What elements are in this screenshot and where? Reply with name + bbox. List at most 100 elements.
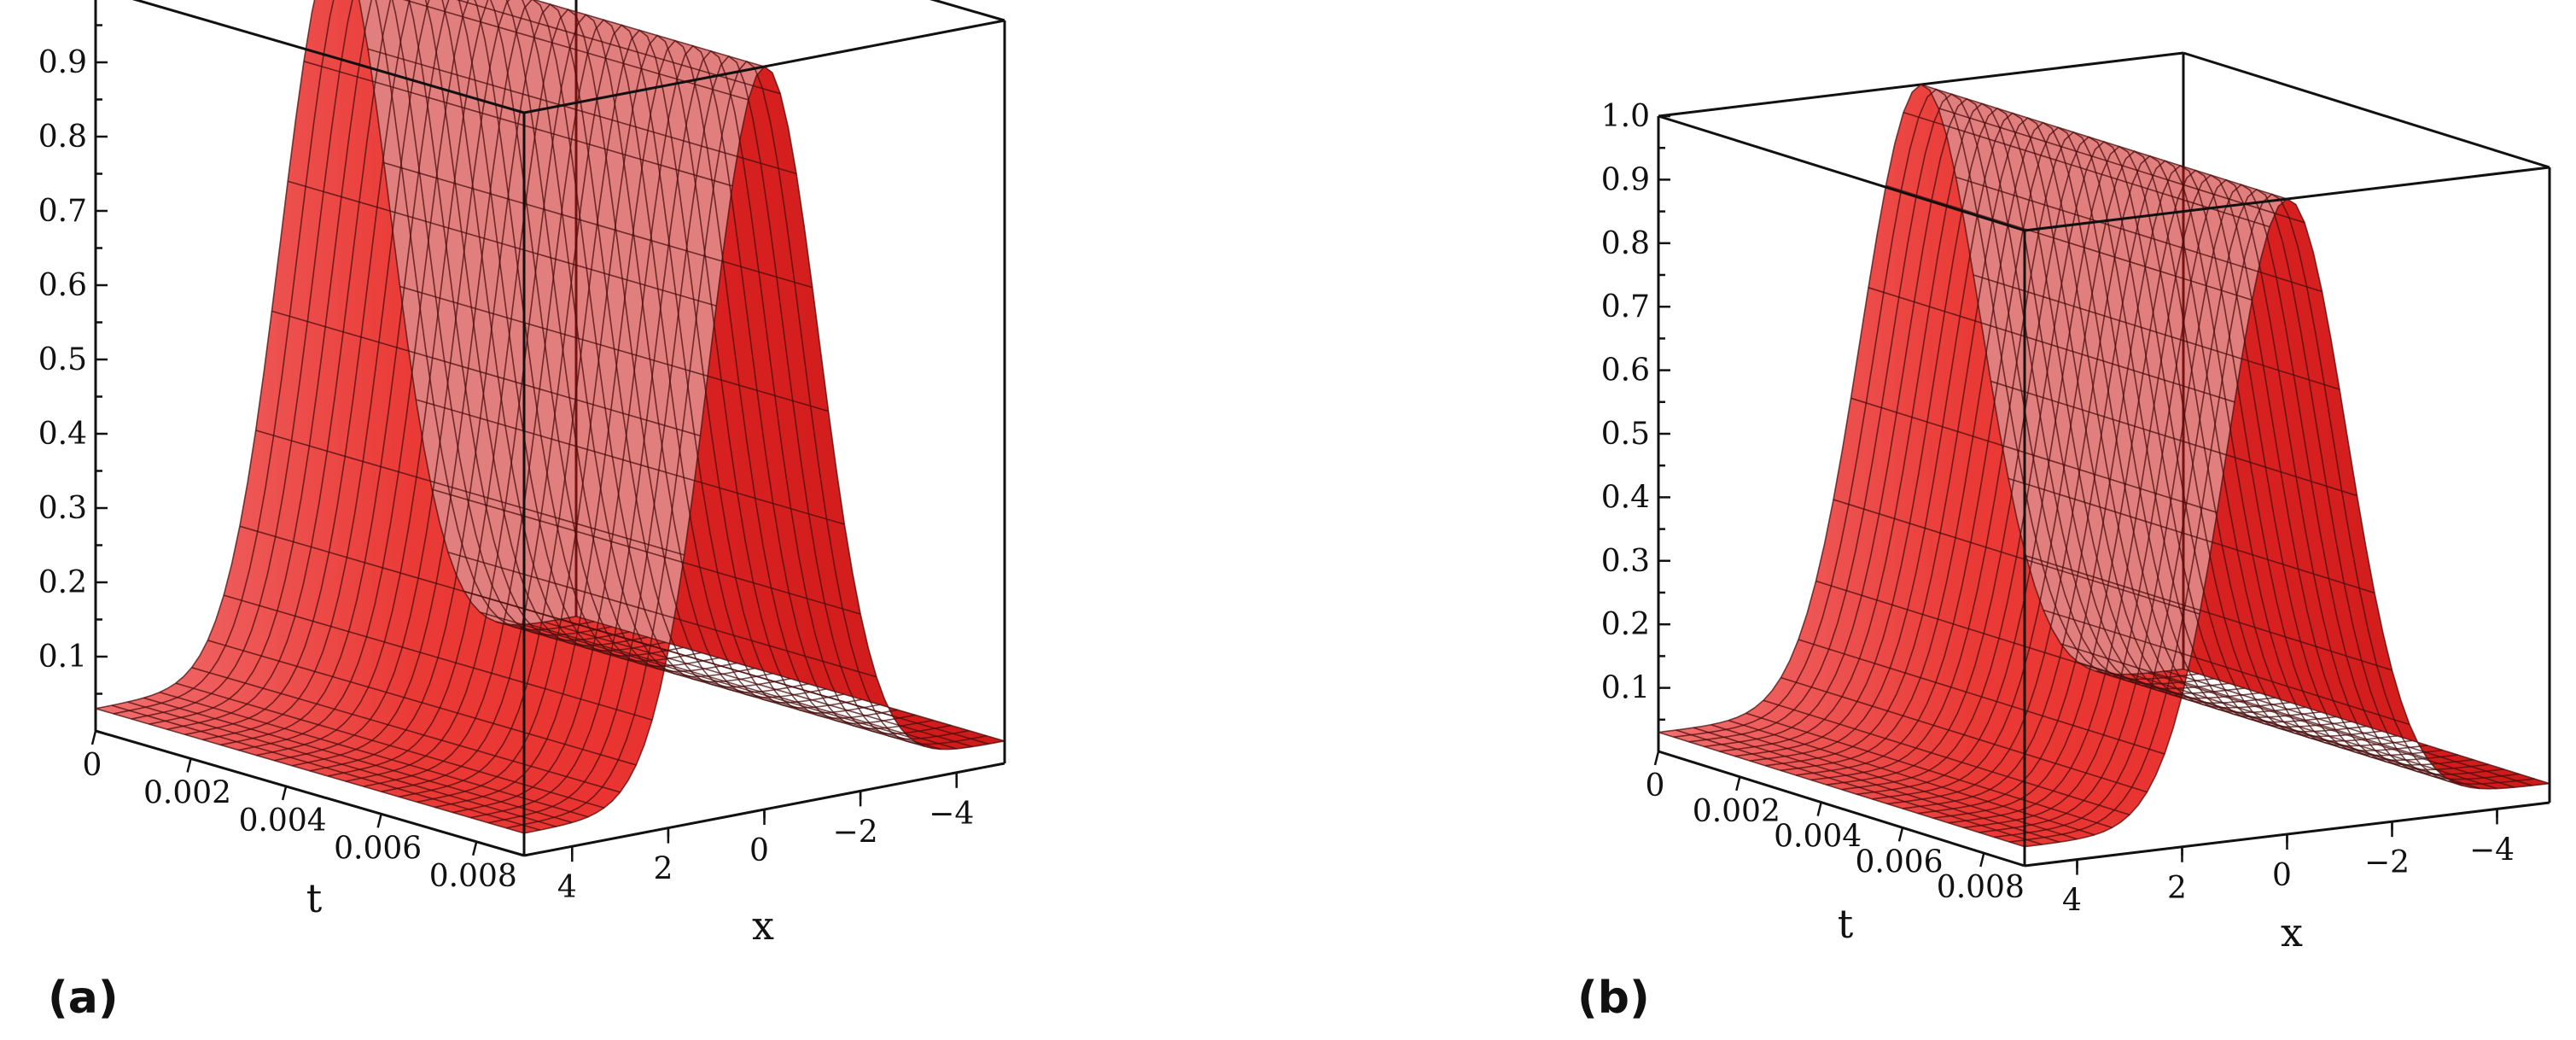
t-tick (90, 730, 97, 745)
t-tick (186, 758, 192, 773)
t-tick-label: 0.008 (1937, 870, 2025, 905)
t-tick (1897, 827, 1904, 842)
surface-grid-t (220, 0, 702, 746)
panel-label: (a) (48, 973, 119, 1024)
t-tick-label: 0.004 (239, 803, 327, 838)
x-tick-label: 0 (2272, 858, 2292, 893)
z-tick-label: 0.5 (1601, 417, 1650, 452)
surface-grid-t (1810, 131, 2336, 781)
surface-grid-t (1795, 126, 2321, 776)
x-tick-label: 4 (2062, 884, 2082, 919)
surface-grid-t (417, 34, 898, 803)
t-tick (1735, 776, 1741, 792)
surface-grid-t (399, 29, 880, 798)
z-tick-label: 0.9 (38, 45, 87, 80)
cube-edge (2183, 51, 2550, 169)
surface-grid-t (1994, 188, 2520, 838)
t-tick-label: 0 (83, 748, 102, 783)
t-tick (472, 841, 478, 856)
x-tick-label: 2 (653, 852, 673, 887)
x-tick-label: −4 (929, 797, 974, 832)
x-tick-label: −2 (833, 815, 878, 850)
surface-grid-t (1841, 141, 2367, 791)
surface-grid-t (309, 3, 791, 772)
surface-grid-t (505, 60, 988, 829)
z-tick-label: 0.4 (38, 417, 87, 452)
x-tick-label: 2 (2167, 871, 2187, 906)
t-tick-label: 0.008 (429, 859, 517, 894)
surface-grid-t (1826, 136, 2352, 786)
surface-grid-t (1688, 93, 2214, 743)
surface-grid-t (1734, 107, 2260, 757)
t-tick (376, 814, 382, 828)
surface-grid-t (1902, 160, 2428, 809)
surface-grid-t (1780, 121, 2306, 772)
x-tick-label: 4 (557, 870, 577, 905)
t-tick (281, 786, 288, 801)
cube-edge (930, 0, 1005, 22)
x-axis-title: x (2281, 909, 2303, 955)
z-tick-label: 0.9 (1601, 162, 1650, 197)
cube-edge (2024, 166, 2550, 232)
panel-label: (b) (1577, 973, 1650, 1024)
panel-a: 0.10.20.30.40.50.60.70.80.91.000.0020.00… (38, 0, 1006, 1024)
cube-edge (95, 729, 525, 857)
panel-b: 0.10.20.30.40.50.60.70.80.91.000.0020.00… (1577, 51, 2551, 1024)
surface-grid-t (1658, 84, 2184, 733)
z-tick-label: 0.6 (1601, 353, 1650, 389)
t-tick-label: 0.002 (1693, 794, 1780, 829)
surface-grid-t (345, 14, 826, 782)
cube-edge (1658, 750, 2025, 868)
surface-grid-t (1948, 174, 2474, 824)
surface-grid-t (2009, 193, 2535, 843)
surface-grid-t (113, 0, 595, 715)
surface-grid-t (1704, 97, 2229, 748)
cube-edge (131, 0, 525, 114)
surface-grid-t (1917, 164, 2443, 815)
x-tick-label: −2 (2364, 845, 2410, 880)
surface-grid-t (95, 0, 577, 710)
t-tick-label: 0.002 (143, 775, 231, 810)
surface-grid-t (1872, 150, 2398, 800)
surface-shade (358, 0, 1005, 750)
z-tick-label: 0.8 (38, 120, 87, 155)
z-tick-label: 0.7 (1601, 289, 1650, 324)
t-tick (1816, 802, 1822, 816)
surface-grid-t (256, 0, 737, 757)
surface-grid-t (1765, 117, 2291, 767)
z-tick-label: 0.1 (38, 640, 87, 675)
surface-grid-t (1719, 102, 2245, 752)
surface-grid-t (131, 0, 612, 720)
surface-grid-t (149, 0, 630, 725)
surface-grid-t (327, 8, 809, 777)
surface-grid-t (452, 44, 934, 814)
surface-grid-t (202, 0, 684, 741)
x-tick-label: 0 (749, 833, 769, 868)
z-tick-label: 1.0 (38, 0, 87, 6)
surface-grid-t (1932, 169, 2458, 819)
z-tick-label: 0.5 (38, 342, 87, 377)
surface-grid-t (1979, 184, 2504, 833)
t-axis-title: t (306, 875, 323, 921)
cube-edge (1658, 114, 2025, 232)
surface-grid-t (1887, 155, 2413, 805)
x-tick-label: −4 (2469, 833, 2515, 868)
z-tick-label: 0.8 (1601, 226, 1650, 261)
z-tick-label: 0.3 (38, 491, 87, 526)
t-tick (1979, 852, 1985, 868)
surface-grid-t (184, 0, 666, 736)
surface-shade (1920, 85, 2550, 789)
surface-grid-t (363, 19, 844, 787)
z-tick-label: 0.6 (38, 268, 87, 303)
t-tick-label: 0.004 (1774, 820, 1862, 855)
x-axis-title: x (752, 903, 774, 949)
z-tick-label: 0.4 (1601, 480, 1650, 515)
surface-grid-t (488, 55, 970, 824)
z-tick-label: 0.3 (1601, 544, 1650, 579)
cube-edge (523, 19, 1005, 114)
surface-grid-t (274, 0, 755, 762)
surface-grid-t (381, 24, 862, 792)
z-tick-label: 0.2 (1601, 607, 1650, 642)
surface-grid-t (1673, 88, 2199, 739)
